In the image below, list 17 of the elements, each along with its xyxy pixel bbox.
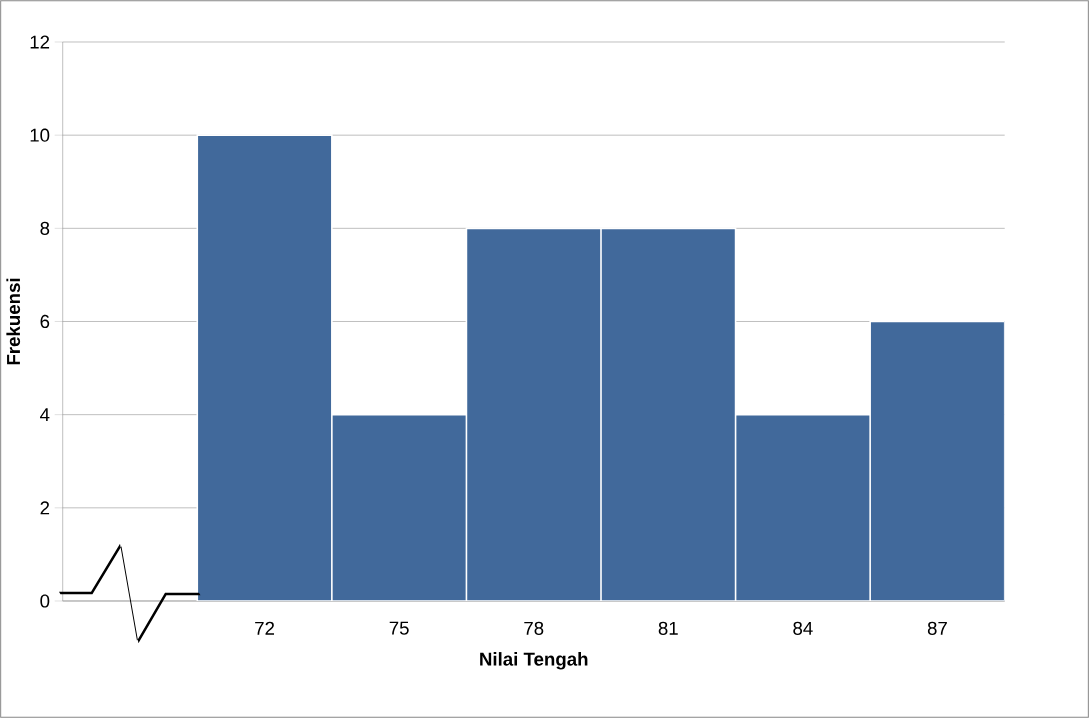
x-tick-label: 72 [255, 621, 275, 635]
x-tick-label: 84 [793, 621, 813, 635]
y-tick-label: 8 [40, 221, 50, 235]
y-tick-label: 2 [40, 501, 50, 515]
x-tick-label: 87 [927, 621, 947, 635]
y-tick-label: 10 [30, 128, 50, 142]
y-tick-label: 6 [40, 314, 50, 329]
bar [197, 135, 332, 601]
x-tick-label: 75 [389, 621, 409, 635]
bar [869, 320, 1005, 601]
x-axis-title: Nilai Tengah [480, 652, 588, 670]
x-tick-label: 78 [524, 621, 544, 635]
y-axis-title: Frekuensi [6, 278, 21, 365]
y-tick-label: 4 [40, 408, 50, 422]
y-tick-label: 12 [30, 35, 50, 49]
x-tick-label: 81 [658, 621, 678, 635]
y-tick-label: 0 [40, 594, 50, 608]
